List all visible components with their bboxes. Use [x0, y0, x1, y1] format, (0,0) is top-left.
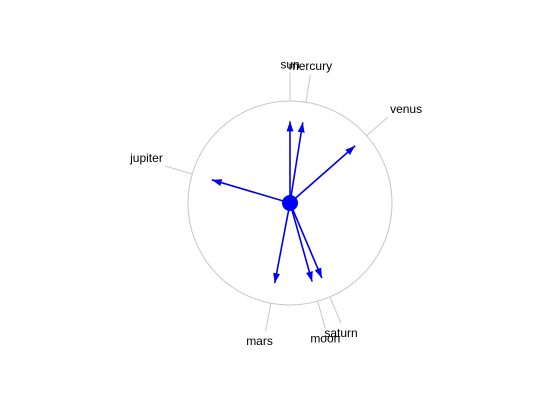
leader-line-moon: [317, 301, 326, 329]
leader-line-venus: [366, 116, 389, 137]
label-jupiter: jupiter: [129, 151, 163, 165]
label-sun: sun: [280, 57, 299, 71]
arrow-jupiter: [211, 179, 291, 204]
arrow-venus: [289, 145, 356, 204]
label-mars: mars: [246, 334, 273, 348]
leader-line-mercury: [305, 73, 311, 103]
arrow-saturn: [289, 202, 323, 279]
leader-lines: [164, 72, 389, 332]
arrow-mars: [273, 202, 291, 284]
center-dot: [282, 195, 298, 211]
label-moon: moon: [310, 332, 340, 346]
leader-line-saturn: [329, 296, 342, 324]
label-venus: venus: [390, 102, 422, 116]
leader-line-mars: [265, 303, 272, 332]
leader-line-jupiter: [164, 165, 193, 175]
arrow-mercury: [289, 122, 305, 204]
label-mercury: mercury: [289, 59, 332, 73]
body-arrows: [211, 121, 356, 284]
label-saturn: saturn: [324, 326, 357, 340]
arrow-moon: [289, 202, 313, 282]
